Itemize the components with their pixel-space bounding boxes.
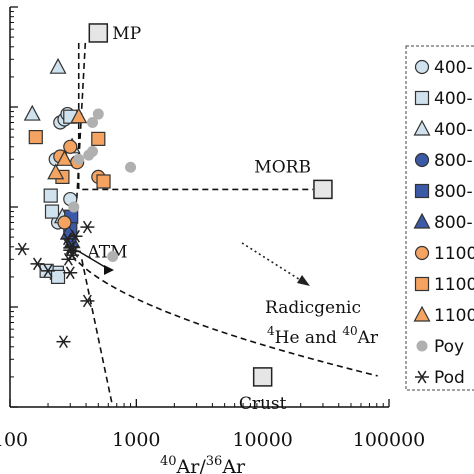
x-tick-labels: 100 1000 10000 100000 — [0, 429, 425, 451]
mp-atm-mixing-line — [74, 42, 87, 223]
legend-label-9: 1100 — [434, 306, 474, 326]
x-tick-label: 1000 — [112, 429, 160, 451]
data-point-series-9 — [70, 107, 88, 124]
radiogenic-arrow-head — [297, 275, 310, 286]
legend-label-11: Pod — [434, 368, 465, 388]
data-point-series-11 — [56, 335, 71, 349]
data-point-series-7 — [63, 139, 78, 154]
legend-label-1: 400- — [434, 58, 473, 78]
crust-mixing-line — [71, 254, 378, 377]
x-tick-label: 100 — [0, 429, 28, 451]
end-member-morb-marker — [313, 179, 333, 200]
data-point-series-10 — [83, 149, 95, 161]
legend-label-10: Poy — [434, 337, 464, 357]
asterisk-stroke — [43, 264, 53, 278]
legend-marker-8 — [414, 276, 430, 292]
data-point-series-11 — [80, 220, 95, 234]
data-point-series-8 — [96, 174, 111, 189]
x-tick-label: 10000 — [232, 429, 292, 451]
morb-mixing-line — [77, 42, 313, 191]
atm-crust-steep-line — [80, 259, 113, 404]
legend-label-4: 800- — [434, 151, 473, 171]
data-point-series-8 — [28, 130, 43, 145]
legend-label-6: 800- — [434, 213, 473, 233]
data-point-series-3 — [23, 104, 41, 121]
end-member-crust-marker — [252, 367, 273, 387]
data-point-series-11 — [30, 257, 45, 271]
data-point-series-11 — [15, 242, 30, 256]
data-point-series-10 — [107, 250, 119, 262]
legend-marker-1 — [414, 59, 430, 75]
legend-label-3: 400- — [434, 120, 473, 140]
asterisk-stroke — [32, 257, 42, 271]
asterisk-stroke — [17, 242, 27, 256]
legend-marker-4 — [414, 152, 430, 168]
data-point-series-11 — [68, 229, 83, 243]
asterisk-stroke — [62, 232, 72, 246]
end-member-mp-label: MP — [112, 24, 141, 44]
data-point-series-9 — [55, 150, 73, 166]
data-points — [15, 57, 137, 349]
legend-marker-3 — [413, 119, 431, 136]
x-tick-label: 100000 — [353, 429, 426, 451]
data-point-series-11 — [80, 294, 95, 308]
data-point-series-11 — [41, 264, 56, 278]
legend-label-8: 1100 — [434, 275, 474, 295]
asterisk-stroke — [417, 370, 427, 384]
legend-marker-2 — [414, 90, 430, 106]
annotations: Radicgenic 4He and 40Ar — [77, 242, 379, 348]
data-point-series-10 — [68, 201, 80, 213]
plot-frame — [9, 6, 390, 408]
legend-marker-7 — [414, 245, 430, 261]
atm-arrow-head — [104, 265, 114, 275]
data-point-series-2 — [43, 188, 58, 203]
end-member-morb-label: MORB — [254, 157, 311, 177]
data-point-series-8 — [91, 131, 106, 146]
legend-label-5: 800- — [434, 182, 473, 202]
legend-marker-6 — [413, 212, 431, 229]
legend-label-2: 400- — [434, 89, 473, 109]
legend-marker-5 — [414, 183, 430, 199]
legend: 400- 400- 400- 800- 800- 800- 1100 1100 1100 Poy P… — [405, 45, 474, 391]
end-member-crust-label: Crust — [239, 394, 287, 414]
data-point-series-10 — [73, 153, 85, 165]
asterisk-stroke — [58, 335, 68, 349]
end-member-mp-marker — [88, 23, 109, 43]
data-point-series-7 — [57, 215, 72, 230]
data-point-series-10 — [125, 161, 137, 173]
radiogenic-label-line1: Radicgenic — [265, 298, 361, 318]
legend-marker-10 — [416, 340, 428, 352]
asterisk-stroke — [65, 266, 75, 280]
radiogenic-arrow-line — [241, 242, 306, 284]
asterisk-stroke — [82, 220, 92, 234]
data-point-series-11 — [63, 266, 78, 280]
data-point-series-3 — [49, 57, 67, 74]
mixing-lines — [71, 42, 378, 404]
asterisk-stroke — [69, 245, 79, 258]
asterisk-stroke — [82, 294, 92, 308]
data-point-series-10 — [92, 108, 104, 120]
data-point-series-2 — [44, 204, 60, 219]
data-point-series-2 — [50, 269, 66, 284]
legend-marker-9 — [413, 305, 431, 322]
x-axis-title: 40Ar/36Ar — [160, 454, 246, 474]
legend-label-7: 1100 — [434, 244, 474, 264]
asterisk-stroke — [71, 229, 80, 243]
data-point-series-9 — [47, 163, 65, 180]
radiogenic-label-line2: 4He and 40Ar — [267, 324, 379, 348]
legend-marker-11 — [415, 370, 429, 384]
data-point-series-10 — [87, 116, 99, 128]
